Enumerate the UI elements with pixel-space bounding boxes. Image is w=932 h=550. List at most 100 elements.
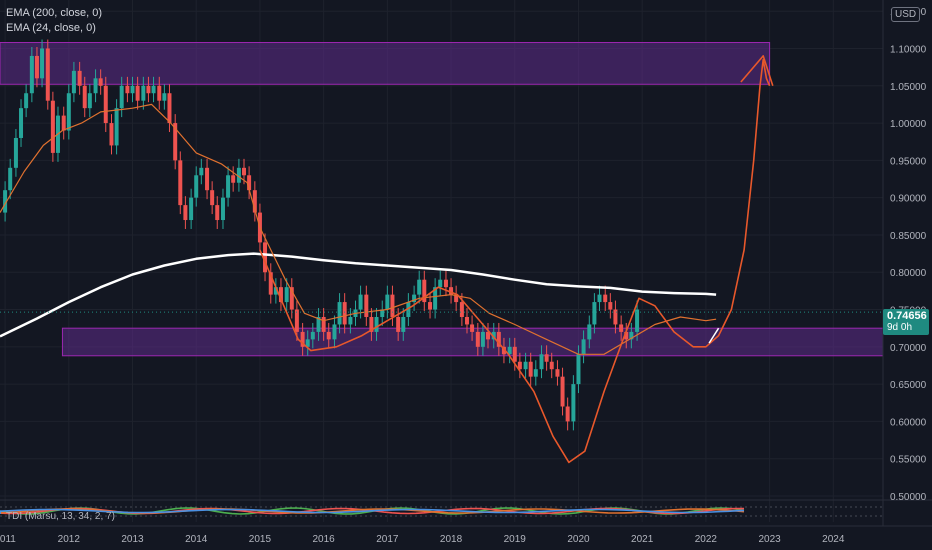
candle-body bbox=[417, 279, 422, 295]
zone-1 bbox=[0, 42, 771, 85]
candle-body bbox=[199, 167, 204, 176]
candle-body bbox=[443, 279, 448, 288]
candle-body bbox=[45, 48, 50, 101]
zone-2 bbox=[61, 327, 884, 357]
candle-body bbox=[98, 78, 103, 86]
candle-body bbox=[528, 361, 533, 377]
candle-body bbox=[332, 324, 337, 340]
candle-body bbox=[385, 294, 390, 310]
candle-body bbox=[205, 167, 210, 191]
candle-body bbox=[103, 85, 108, 124]
candle-body bbox=[141, 85, 146, 101]
candle-body bbox=[268, 272, 273, 295]
candle-body bbox=[71, 70, 76, 94]
y-tick-label: 0.60000 bbox=[890, 417, 927, 428]
drawing-arrow-white bbox=[708, 327, 720, 344]
candle-body bbox=[125, 85, 130, 94]
candle-body bbox=[475, 331, 480, 347]
candle-body bbox=[480, 331, 485, 347]
candle-body bbox=[273, 287, 278, 295]
candle-body bbox=[173, 123, 178, 161]
last-price-tag: 0.74656 9d 0h bbox=[883, 309, 929, 335]
candle-body bbox=[587, 324, 592, 340]
candle-body bbox=[544, 354, 549, 362]
candle-body bbox=[486, 331, 491, 340]
candle-body bbox=[533, 369, 538, 377]
indicator-line-4 bbox=[0, 508, 745, 514]
candle-body bbox=[278, 287, 283, 303]
candle-body bbox=[3, 190, 8, 213]
candle-body bbox=[305, 339, 310, 347]
candle-body bbox=[19, 108, 24, 138]
candle-body bbox=[66, 93, 71, 131]
candle-body bbox=[517, 361, 522, 370]
x-tick-label: 2016 bbox=[313, 534, 336, 545]
candle-body bbox=[93, 78, 98, 94]
bar-countdown: 9d 0h bbox=[887, 322, 913, 333]
candle-body bbox=[194, 175, 199, 198]
candle-body bbox=[151, 85, 156, 94]
candle-body bbox=[496, 331, 501, 347]
candle-body bbox=[571, 384, 576, 422]
candle-body bbox=[401, 316, 406, 332]
legend-ema200[interactable]: EMA (200, close, 0) bbox=[6, 7, 102, 19]
candle-body bbox=[146, 85, 151, 94]
candle-body bbox=[8, 167, 13, 191]
candle-body bbox=[135, 85, 140, 101]
candle-body bbox=[61, 115, 66, 131]
candle-body bbox=[422, 279, 427, 303]
candle-body bbox=[619, 324, 624, 332]
y-tick-label: 0.95000 bbox=[890, 156, 927, 167]
candle-body bbox=[629, 331, 634, 340]
candle-body bbox=[114, 108, 119, 146]
candle-body bbox=[433, 287, 438, 310]
x-tick-label: 2020 bbox=[567, 534, 590, 545]
legend-indicator[interactable]: TDI (Marsu, 13, 34, 2, 7) bbox=[6, 511, 115, 522]
candle-body bbox=[597, 294, 602, 303]
y-tick-label: 0.65000 bbox=[890, 380, 927, 391]
candle-body bbox=[507, 346, 512, 355]
currency-label[interactable]: USD bbox=[891, 7, 921, 22]
candle-body bbox=[454, 294, 459, 303]
candle-body bbox=[178, 160, 183, 206]
candle-body bbox=[321, 316, 326, 332]
candle-body bbox=[130, 85, 135, 94]
candle-body bbox=[34, 55, 39, 79]
x-tick-label: 2012 bbox=[58, 534, 81, 545]
candle-body bbox=[459, 302, 464, 317]
candle-body bbox=[390, 294, 395, 317]
candle-body bbox=[608, 302, 613, 310]
candle-body bbox=[624, 331, 629, 340]
last-price-value: 0.74656 bbox=[887, 310, 927, 322]
candle-body bbox=[242, 167, 247, 176]
candle-body bbox=[396, 316, 401, 332]
candle-body bbox=[613, 309, 618, 325]
candle-body bbox=[369, 316, 374, 332]
candle-body bbox=[412, 294, 417, 303]
candle-body bbox=[162, 93, 167, 101]
candle-body bbox=[464, 316, 469, 325]
y-tick-label: 0.80000 bbox=[890, 268, 927, 279]
x-tick-label: 2014 bbox=[185, 534, 208, 545]
candle-body bbox=[87, 93, 92, 109]
candle-body bbox=[284, 287, 289, 303]
candle-body bbox=[523, 361, 528, 370]
ema200-line bbox=[0, 252, 717, 338]
candle-body bbox=[289, 287, 294, 310]
candle-body bbox=[364, 294, 369, 317]
x-tick-label: 2019 bbox=[504, 534, 527, 545]
candle-body bbox=[603, 294, 608, 303]
candle-body bbox=[428, 302, 433, 310]
candle-body bbox=[24, 93, 29, 109]
legend-ema24[interactable]: EMA (24, close, 0) bbox=[6, 22, 96, 34]
candle-body bbox=[263, 242, 268, 273]
drawing-path bbox=[259, 58, 771, 464]
drawing-arrow-head bbox=[740, 55, 774, 87]
candle-body bbox=[119, 85, 124, 109]
candle-body bbox=[157, 85, 162, 101]
x-tick-label: 2017 bbox=[376, 534, 399, 545]
y-tick-label: 0.90000 bbox=[890, 194, 927, 205]
candle-body bbox=[406, 302, 411, 317]
